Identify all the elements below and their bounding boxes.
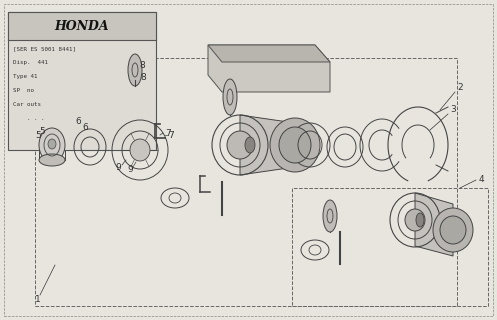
Text: 2: 2 [457,84,463,92]
Text: [SER ES 5001 8441]: [SER ES 5001 8441] [13,46,76,51]
Bar [292,188,488,306]
Text: 1: 1 [35,295,41,305]
Ellipse shape [433,208,473,252]
Ellipse shape [128,54,142,86]
Ellipse shape [39,128,65,162]
Text: 3: 3 [450,106,456,115]
Bar [8,12,156,40]
Ellipse shape [39,154,65,166]
Ellipse shape [323,200,337,232]
Bar [35,58,457,306]
Text: . . .: . . . [13,116,45,121]
Text: 9: 9 [127,164,133,173]
Ellipse shape [279,127,311,163]
Ellipse shape [416,213,424,227]
Text: 4: 4 [478,175,484,185]
Text: 7: 7 [168,131,174,140]
Ellipse shape [245,137,255,153]
Text: SP  no: SP no [13,88,34,93]
Ellipse shape [223,79,237,115]
Text: 8: 8 [140,73,146,82]
Polygon shape [415,193,453,256]
Polygon shape [240,115,295,175]
Text: Type 41: Type 41 [13,74,37,79]
Text: 9: 9 [115,164,121,172]
Ellipse shape [48,139,56,149]
Polygon shape [208,45,330,62]
Text: 6: 6 [75,117,81,126]
Text: Disp.  441: Disp. 441 [13,60,48,65]
Ellipse shape [130,139,150,161]
Text: 5: 5 [39,126,45,135]
Ellipse shape [405,209,425,231]
Ellipse shape [270,118,320,172]
Bar [8,12,156,150]
Text: HONDA: HONDA [55,20,109,33]
Text: 8: 8 [139,60,145,69]
Text: 6: 6 [82,124,88,132]
Text: Car outs: Car outs [13,102,41,107]
Polygon shape [208,45,330,92]
Ellipse shape [227,131,253,159]
Text: 5: 5 [35,131,41,140]
Ellipse shape [440,216,466,244]
Text: 7: 7 [165,129,171,138]
